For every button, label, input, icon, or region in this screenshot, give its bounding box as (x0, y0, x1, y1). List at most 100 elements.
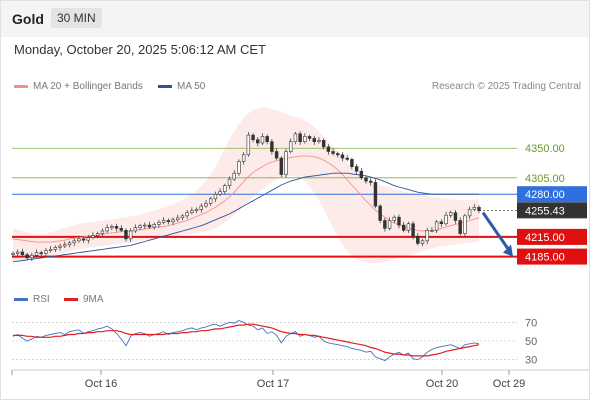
candle-body (30, 254, 34, 259)
legend-rsi-ma: 9MA (64, 294, 104, 305)
candle-body (124, 230, 128, 240)
candle-body (425, 230, 429, 242)
rsi-tick-70: 70 (525, 317, 537, 329)
candle-body (110, 226, 114, 228)
candle-body (256, 139, 260, 144)
x-tick-label: Oct 20 (426, 378, 458, 390)
candle-body (237, 161, 241, 174)
candle-body (39, 252, 43, 254)
level-4350-00-label: 4350.00 (525, 143, 565, 155)
candle-body (401, 224, 406, 231)
candle-body (227, 178, 232, 186)
candle-body (138, 225, 142, 228)
candle-body (293, 133, 298, 142)
candle-body (289, 141, 293, 152)
legend-bollinger-swatch (14, 84, 28, 88)
legend-rsi-ma-swatch (64, 297, 78, 301)
ma20-line (12, 155, 480, 243)
candle-body (15, 251, 20, 254)
candle-body (373, 182, 378, 207)
candle-body (241, 154, 246, 162)
legend-rsi-swatch (14, 297, 28, 301)
legend-bollinger: MA 20 + Bollinger Bands (14, 81, 143, 92)
rsi-tick-50: 50 (525, 336, 537, 348)
candle-body (397, 216, 401, 226)
level-4215-00-tag (517, 228, 587, 245)
candle-body (114, 226, 119, 229)
candle-body (463, 215, 467, 234)
candle-body (213, 193, 218, 200)
candle-body (77, 238, 81, 242)
candle-body (317, 140, 321, 142)
candle-body (171, 219, 175, 223)
candle-body (387, 220, 392, 229)
candle-body (434, 221, 439, 231)
candle-body (284, 151, 288, 175)
candle-body (321, 140, 326, 148)
legend-ma50-label: MA 50 (177, 81, 206, 92)
candle-body (20, 251, 25, 255)
candle-body (392, 216, 396, 221)
candle-body (11, 253, 15, 255)
candle-body (270, 141, 274, 152)
candle-body (25, 254, 29, 259)
candle-body (53, 247, 58, 250)
legend-rsi: RSI (14, 294, 50, 305)
rsi-line (12, 320, 480, 362)
candle-body (458, 220, 462, 234)
candle-body (477, 207, 481, 211)
candle-body (34, 252, 39, 256)
candle-body (383, 220, 387, 229)
interval-selector[interactable]: 30 MIN (51, 8, 102, 28)
credit-text: Research © 2025 Trading Central (431, 81, 581, 92)
candle-body (208, 198, 213, 204)
candle-body (406, 223, 411, 231)
candle-body (364, 177, 368, 182)
candle-body (194, 209, 199, 211)
bollinger-band (13, 107, 479, 264)
candle-body (119, 228, 123, 231)
candle-body (420, 240, 425, 244)
candle-body (430, 230, 434, 232)
candle-body (157, 222, 161, 225)
candle-body (58, 245, 62, 248)
candle-body (340, 154, 345, 159)
candle-body (345, 157, 349, 160)
candle-body (312, 138, 316, 142)
candle-body (336, 153, 340, 156)
x-tick-label: Oct 29 (493, 378, 525, 390)
candle-body (307, 136, 312, 139)
rsi-ma-line (13, 323, 480, 357)
candle-body (81, 238, 86, 241)
ma50-line (12, 172, 479, 263)
candle-body (63, 244, 67, 247)
candle-body (204, 203, 208, 207)
candle-body (199, 205, 203, 210)
candle-body (48, 249, 53, 251)
candle-body (298, 133, 302, 142)
candle-body (378, 205, 382, 221)
candle-body (354, 166, 359, 172)
candle-body (44, 250, 48, 254)
candle-body (190, 210, 194, 213)
candle-body (279, 157, 284, 175)
candle-body (223, 185, 227, 192)
candle-body (176, 217, 180, 221)
level-4185-00-label: 4185.00 (525, 252, 565, 264)
timestamp: Monday, October 20, 2025 5:06:12 AM CET (14, 42, 266, 57)
candle-body (161, 220, 166, 223)
candle-body (416, 235, 420, 244)
legend-rsi-label: RSI (33, 294, 50, 305)
level-4215-00-label: 4215.00 (525, 232, 565, 244)
header-bar: Gold 30 MIN (1, 1, 589, 37)
candle-body (439, 221, 444, 225)
x-tick-label: Oct 16 (85, 378, 117, 390)
candle-body (444, 214, 448, 225)
level-4305-00-label: 4305.00 (525, 173, 565, 185)
x-tick-label: Oct 17 (257, 378, 289, 390)
candle-body (265, 136, 269, 142)
candle-body (359, 170, 364, 179)
candle-body (72, 240, 76, 244)
